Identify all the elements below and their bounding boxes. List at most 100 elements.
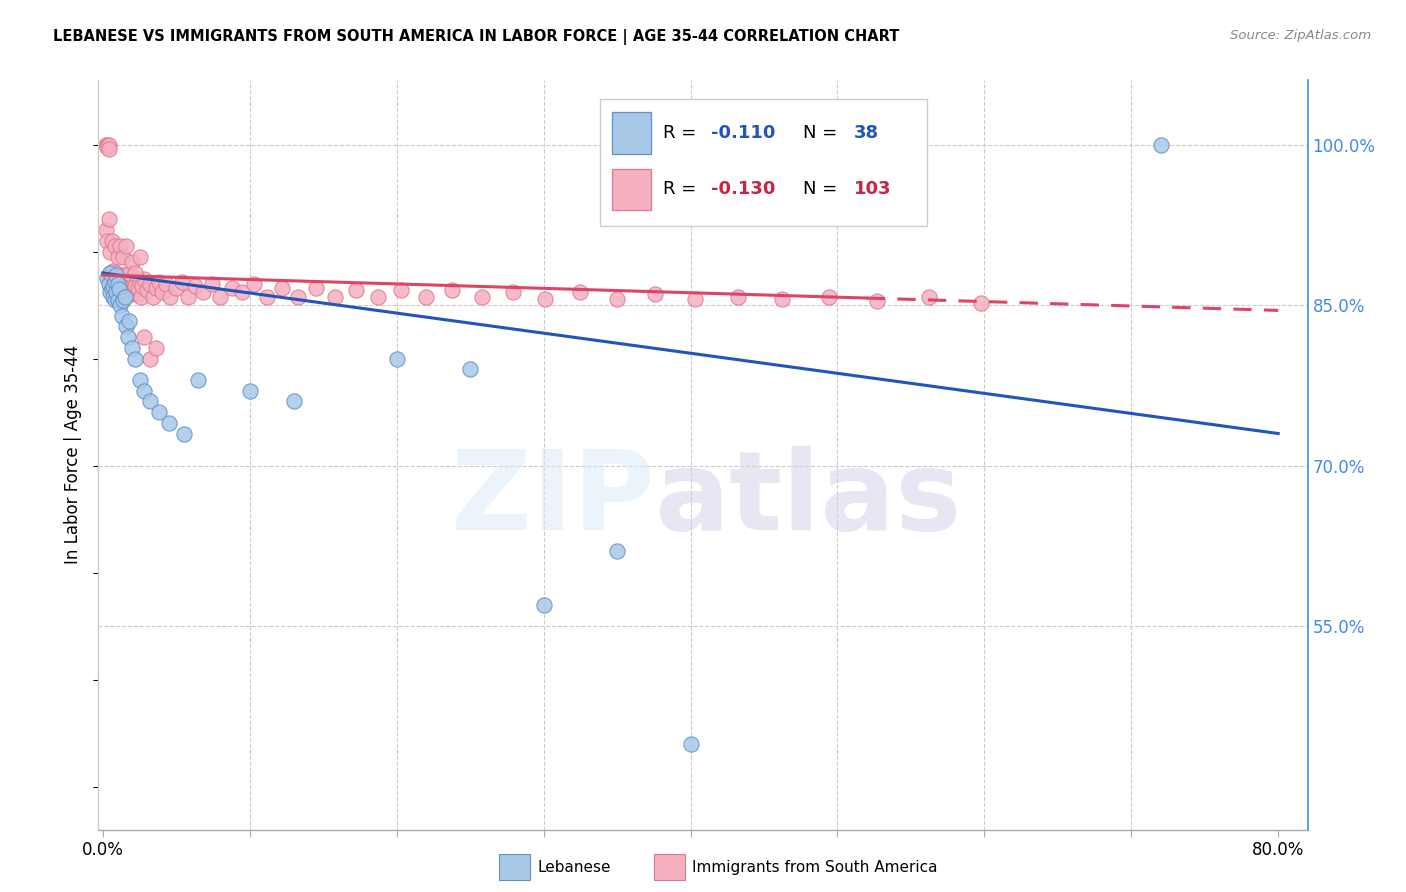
Point (121, 255, 143, 269)
Point (128, 373, 150, 387)
Point (569, 285, 592, 300)
Point (172, 275, 194, 289)
Point (105, 266, 128, 280)
Point (135, 283, 157, 297)
Point (118, 281, 141, 295)
Point (108, 281, 131, 295)
Point (606, 292, 628, 306)
Point (97, 142, 120, 156)
Point (200, 277, 222, 291)
Point (256, 289, 278, 303)
Point (866, 293, 889, 308)
Point (118, 266, 141, 280)
Point (115, 278, 138, 293)
Point (98, 285, 121, 300)
Point (389, 283, 412, 297)
Point (221, 281, 243, 295)
Text: N =: N = (803, 124, 838, 142)
Point (145, 281, 167, 295)
Point (114, 289, 136, 303)
Point (98, 271, 121, 285)
Point (124, 278, 146, 293)
Point (117, 283, 139, 297)
Text: R =: R = (664, 124, 696, 142)
Point (100, 282, 122, 296)
Point (121, 277, 143, 291)
Point (148, 275, 170, 289)
Point (129, 289, 152, 303)
Point (128, 275, 150, 289)
Point (124, 351, 146, 366)
Point (917, 289, 939, 303)
Point (100, 234, 122, 248)
Point (679, 737, 702, 751)
Point (107, 277, 129, 291)
Point (103, 239, 125, 253)
Point (142, 289, 165, 303)
Point (239, 384, 262, 398)
Point (110, 272, 132, 286)
Point (112, 272, 135, 286)
Point (770, 292, 793, 306)
Point (96, 271, 118, 285)
Point (132, 330, 155, 344)
Point (96, 234, 118, 248)
Point (117, 330, 139, 344)
Point (103, 293, 125, 307)
Point (94, 223, 117, 237)
Point (112, 293, 135, 307)
Point (108, 270, 131, 285)
Point (184, 278, 207, 293)
Point (97, 277, 120, 291)
Point (107, 293, 129, 307)
Point (385, 351, 408, 366)
Point (101, 289, 124, 303)
Point (111, 309, 134, 323)
Text: N =: N = (803, 180, 838, 198)
Point (110, 298, 132, 312)
Point (534, 292, 557, 306)
Point (98, 244, 121, 259)
Point (103, 275, 125, 289)
Point (111, 268, 134, 282)
Point (107, 275, 129, 289)
Point (107, 250, 129, 264)
Point (112, 281, 135, 295)
Point (817, 289, 839, 303)
Point (683, 292, 706, 306)
Point (110, 239, 132, 253)
Point (287, 289, 309, 303)
Bar (613, 169, 651, 210)
Point (243, 277, 266, 291)
Point (441, 283, 464, 297)
Point (173, 426, 195, 441)
Point (111, 277, 134, 291)
Point (114, 277, 136, 291)
Point (101, 275, 124, 289)
Text: ZIP: ZIP (451, 446, 655, 553)
Point (98, 266, 121, 280)
Point (458, 362, 481, 376)
Point (159, 289, 181, 303)
Point (727, 289, 749, 303)
Point (105, 272, 128, 286)
Text: -0.110: -0.110 (711, 124, 776, 142)
Point (122, 272, 145, 286)
FancyBboxPatch shape (600, 99, 927, 227)
Point (100, 268, 122, 282)
Point (139, 394, 162, 409)
Point (1150, 137, 1173, 152)
Point (471, 289, 494, 303)
Text: Source: ZipAtlas.com: Source: ZipAtlas.com (1230, 29, 1371, 43)
Point (98, 266, 121, 280)
Point (97, 137, 120, 152)
Text: atlas: atlas (655, 446, 962, 553)
Text: Immigrants from South America: Immigrants from South America (692, 860, 938, 874)
Point (139, 277, 162, 291)
Point (415, 289, 437, 303)
Point (533, 598, 555, 612)
Text: Lebanese: Lebanese (537, 860, 610, 874)
Point (115, 272, 138, 286)
Point (105, 285, 128, 300)
Point (145, 341, 167, 355)
